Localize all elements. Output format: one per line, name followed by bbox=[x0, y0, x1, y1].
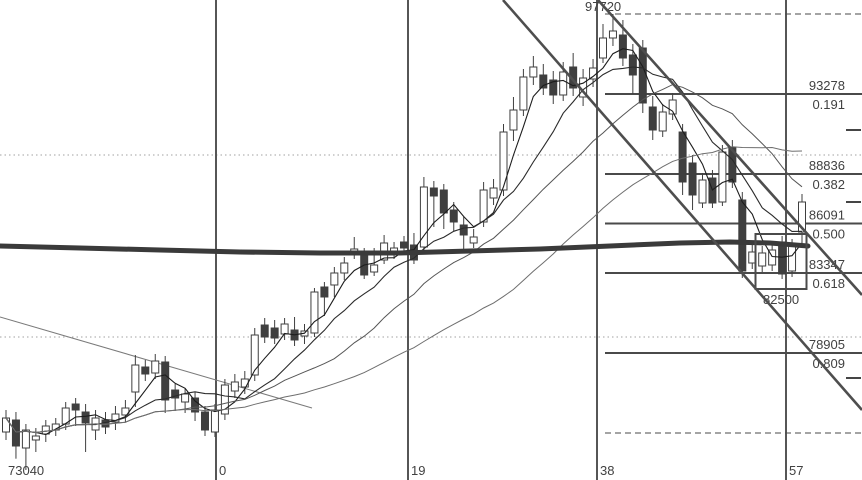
candle-up bbox=[608, 30, 617, 39]
candle-up bbox=[21, 429, 30, 449]
candle-up bbox=[31, 435, 40, 441]
fib-price-label: 93278 bbox=[809, 78, 845, 93]
candle-down bbox=[171, 389, 180, 399]
candle-down bbox=[778, 241, 787, 275]
candle-up bbox=[698, 179, 707, 204]
candle-up bbox=[479, 189, 488, 223]
candle-up bbox=[788, 245, 797, 272]
candle-up bbox=[589, 67, 598, 80]
fib-price-label: 86091 bbox=[809, 208, 845, 223]
candle-down bbox=[688, 162, 697, 196]
candle-down bbox=[618, 34, 627, 59]
candle-down bbox=[449, 209, 458, 223]
candle-down bbox=[141, 366, 150, 375]
candle-down bbox=[191, 397, 200, 413]
candle-up bbox=[668, 99, 677, 115]
x-axis-label: 38 bbox=[600, 463, 614, 478]
candle-up bbox=[798, 201, 806, 233]
candle-up bbox=[340, 262, 349, 274]
fib-price-label: 88836 bbox=[809, 158, 845, 173]
swing-low-label: 73040 bbox=[8, 463, 44, 478]
candle-up bbox=[2, 417, 10, 433]
right-edge-tick bbox=[846, 201, 861, 203]
price-level-box-label: 82500 bbox=[763, 292, 799, 307]
candle-up bbox=[280, 323, 289, 335]
candle-up bbox=[111, 413, 120, 423]
candle-down bbox=[161, 361, 170, 401]
candle-down bbox=[11, 419, 20, 447]
candle-up bbox=[310, 291, 319, 334]
candle-down bbox=[400, 241, 408, 249]
candle-up bbox=[131, 364, 140, 393]
candle-up bbox=[658, 111, 667, 132]
channel-lower-trendline[interactable] bbox=[597, 0, 862, 296]
candle-down bbox=[738, 199, 747, 272]
candle-up bbox=[489, 187, 498, 199]
long-term-ma-line bbox=[0, 239, 811, 256]
candle-up bbox=[469, 236, 478, 244]
candle-down bbox=[260, 324, 269, 338]
candle-up bbox=[758, 252, 767, 267]
fib-ratio-label: 0.500 bbox=[812, 227, 845, 242]
candle-down bbox=[81, 411, 90, 424]
candle-up bbox=[599, 37, 607, 59]
candle-up bbox=[240, 378, 249, 388]
fib-ratio-label: 0.809 bbox=[812, 356, 845, 371]
candle-up bbox=[509, 109, 518, 131]
fib-price-label: 78905 bbox=[809, 337, 845, 352]
right-edge-tick bbox=[846, 129, 861, 131]
candle-up bbox=[220, 384, 229, 415]
fib-ratio-label: 0.191 bbox=[812, 97, 845, 112]
candle-down bbox=[439, 189, 448, 214]
fib-price-label: 83347 bbox=[809, 257, 845, 272]
candle-up bbox=[768, 249, 777, 266]
fib-ratio-label: 0.618 bbox=[812, 276, 845, 291]
candle-up bbox=[250, 334, 259, 376]
candle-up bbox=[718, 151, 727, 203]
fib-ratio-label: 0.382 bbox=[812, 177, 845, 192]
channel-upper-trendline[interactable] bbox=[502, 0, 862, 411]
candle-down bbox=[459, 224, 468, 236]
candle-down bbox=[678, 131, 687, 183]
candle-up bbox=[181, 393, 190, 403]
ma-very-slow-line bbox=[5, 146, 803, 434]
candle-down bbox=[648, 106, 657, 131]
candle-down bbox=[429, 187, 438, 197]
x-axis-label: 0 bbox=[219, 463, 226, 478]
candle-up bbox=[151, 360, 160, 374]
candle-up bbox=[519, 76, 528, 111]
candle-up bbox=[419, 186, 428, 248]
candle-down bbox=[320, 286, 329, 298]
candle-up bbox=[559, 71, 568, 96]
x-axis-label: 19 bbox=[411, 463, 425, 478]
candle-down bbox=[628, 54, 637, 76]
x-axis-label: 57 bbox=[789, 463, 803, 478]
candle-up bbox=[330, 272, 339, 286]
candle-up bbox=[210, 409, 219, 433]
candle-up bbox=[230, 381, 239, 392]
candle-down bbox=[270, 327, 279, 339]
candle-down bbox=[71, 403, 80, 411]
right-edge-tick bbox=[846, 377, 861, 379]
candle-up bbox=[370, 264, 379, 273]
candle-down bbox=[549, 79, 558, 96]
candle-down bbox=[638, 47, 647, 104]
candle-up bbox=[499, 131, 508, 191]
candle-down bbox=[201, 411, 209, 431]
candle-up bbox=[529, 66, 538, 78]
price-level-box[interactable] bbox=[754, 233, 808, 290]
candle-down bbox=[539, 74, 548, 89]
